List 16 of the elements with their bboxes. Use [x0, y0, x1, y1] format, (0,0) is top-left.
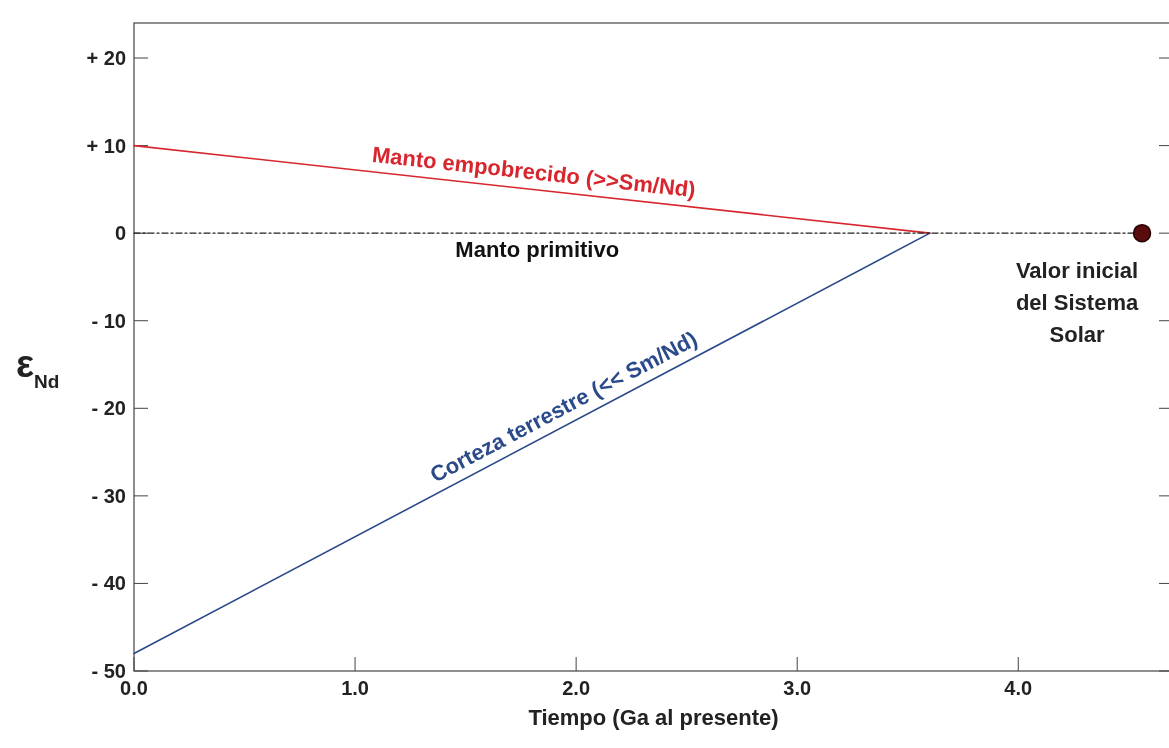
x-tick-label: 4.0: [1004, 677, 1033, 699]
y-axis-title: ε$_{Nd}$: [16, 343, 60, 392]
y-tick-label: - 20: [91, 397, 126, 420]
x-tick-label: 2.0: [562, 677, 591, 699]
y-tick-label: - 30: [91, 484, 126, 507]
series-label: Manto primitivo: [455, 237, 620, 263]
text: Manto empobrecido (>>Sm/Nd): [370, 141, 697, 203]
x-tick-label: 3.0: [783, 677, 812, 699]
y-tick-label: - 10: [91, 309, 126, 332]
x-tick-label: 1.0: [341, 677, 369, 699]
y-tick-label: - 40: [91, 572, 126, 595]
x-axis-title: Tiempo (Ga al presente): [528, 705, 779, 730]
y-tick-label: + 20: [86, 47, 126, 70]
y-tick-label: 0: [114, 222, 126, 245]
series-label: Valor inicial del Sistema Solar: [1015, 258, 1139, 348]
y-tick-label: + 10: [86, 134, 126, 157]
